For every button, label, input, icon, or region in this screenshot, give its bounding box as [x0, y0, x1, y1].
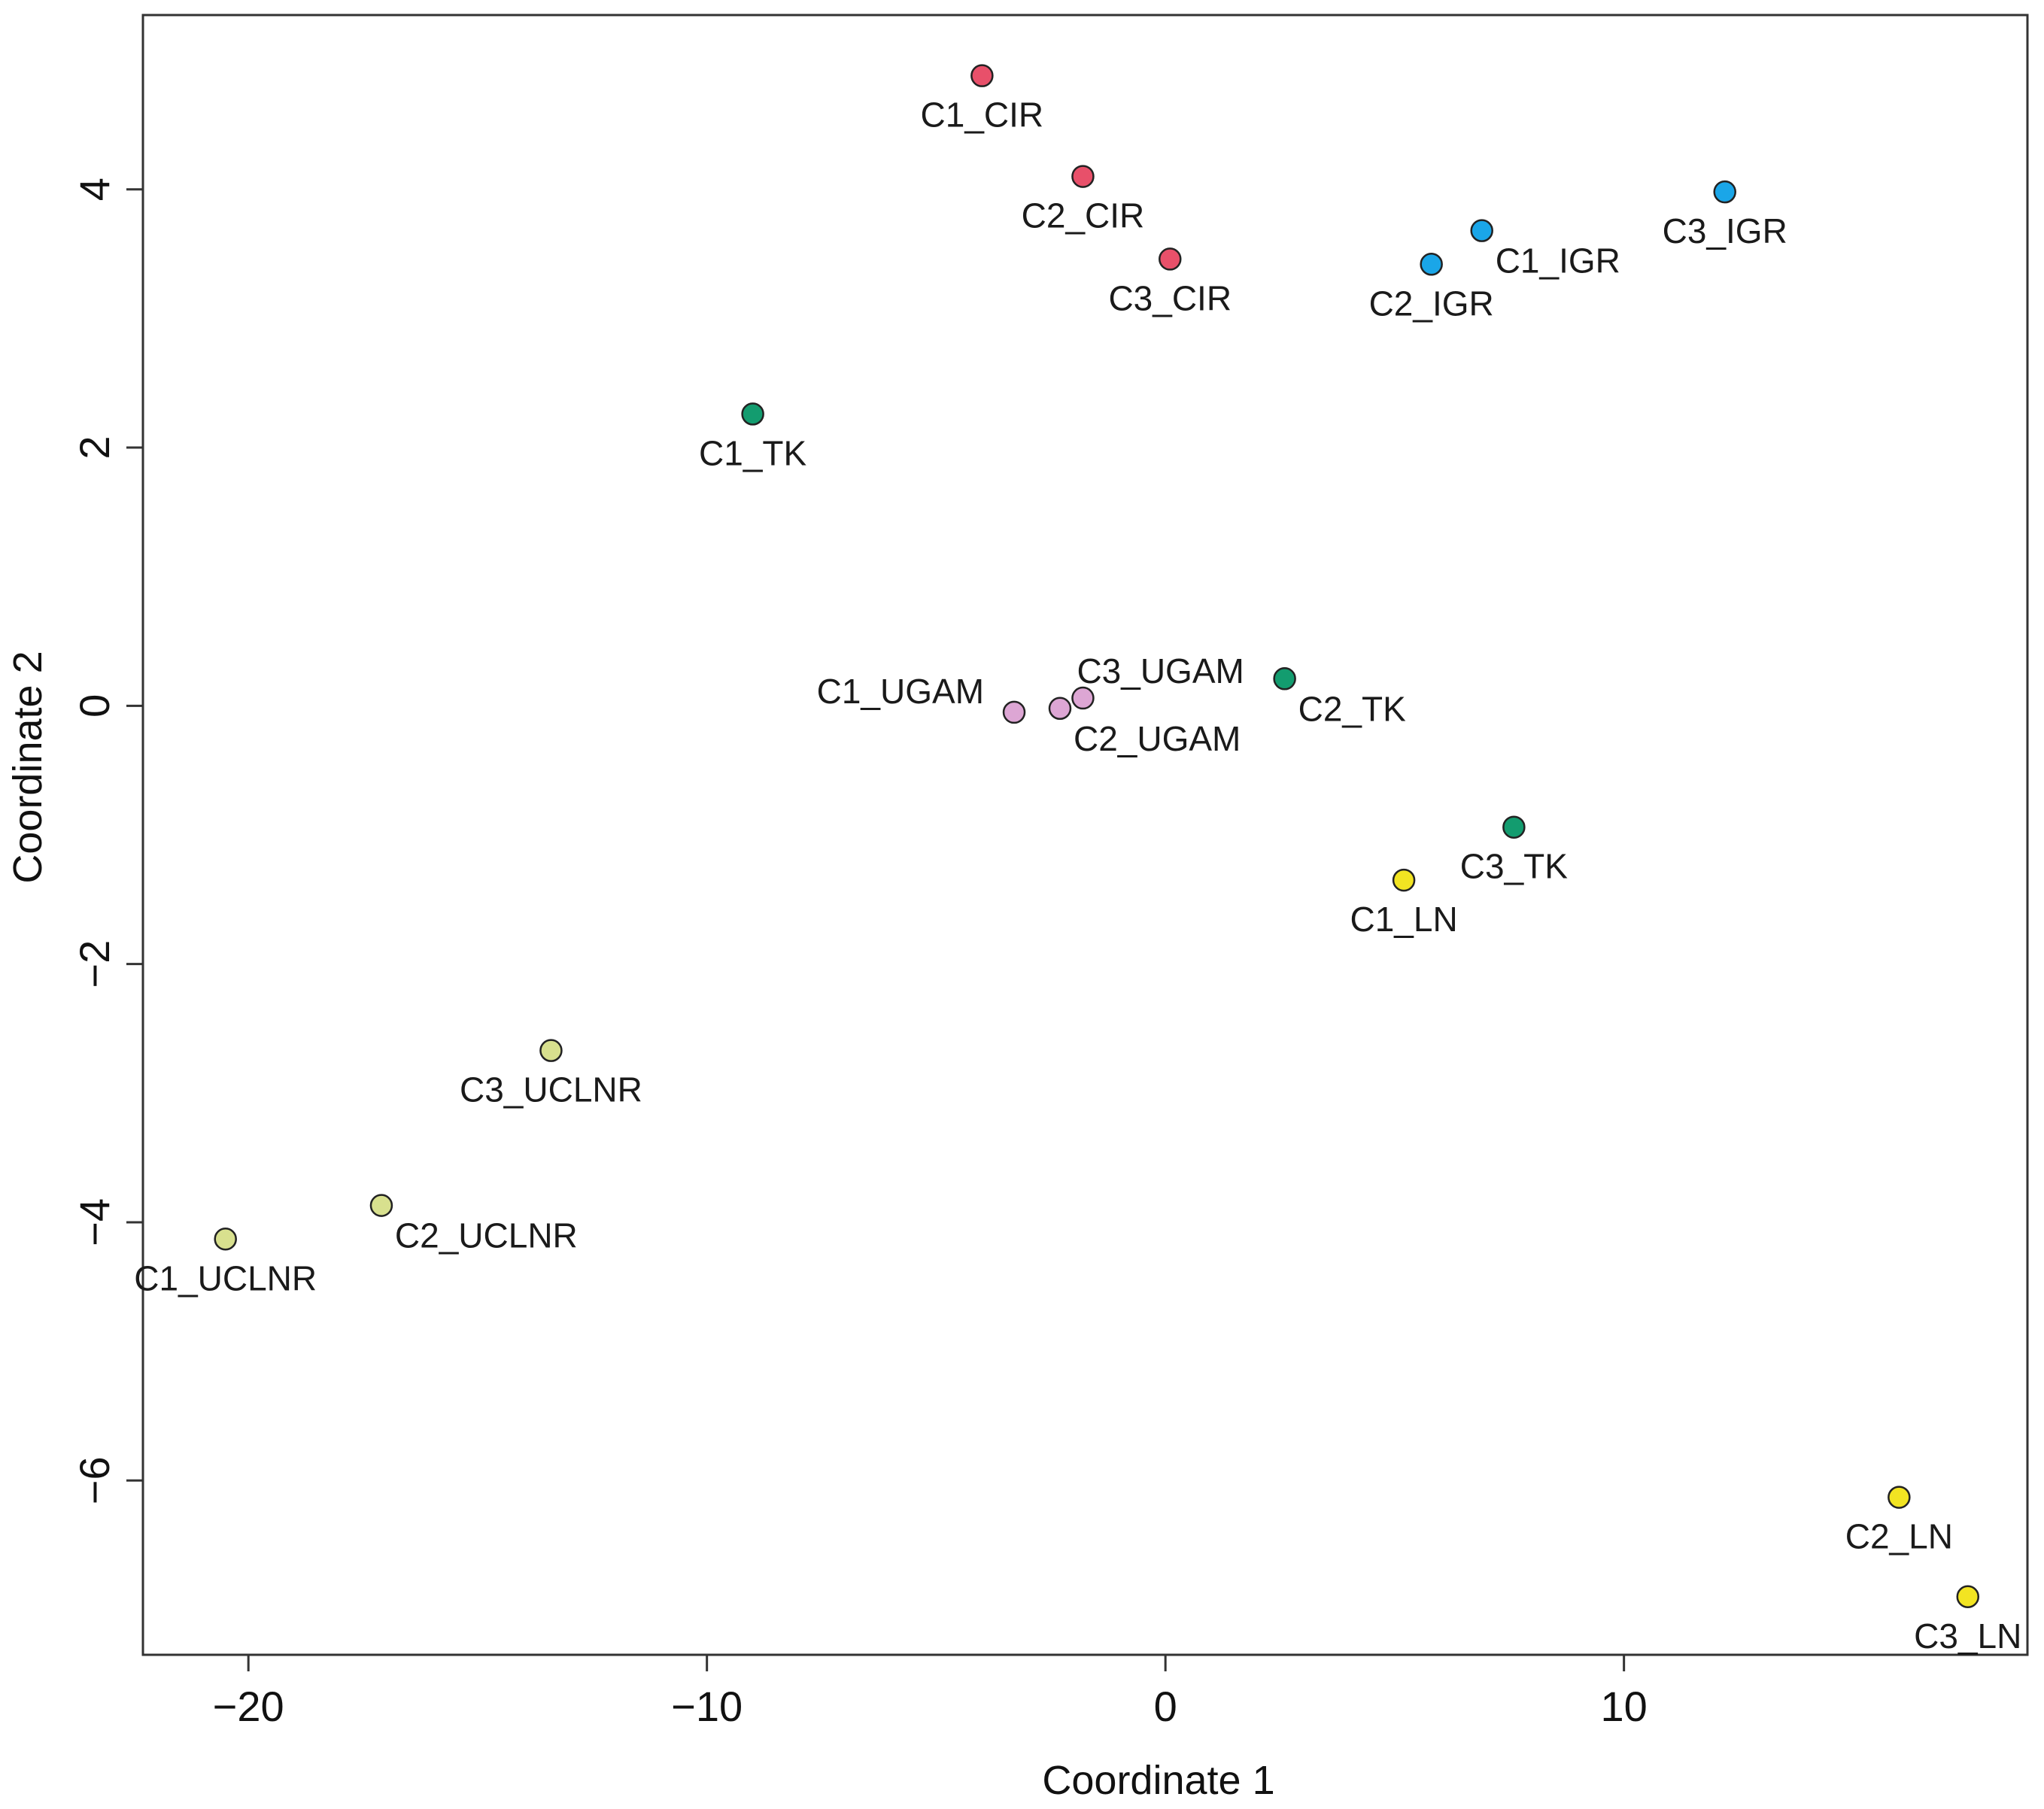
point-c1-ugam [1002, 700, 1026, 724]
x-tick-label: −10 [671, 1683, 743, 1730]
point-c2-tk [1273, 667, 1296, 691]
point-label: C3_UCLNR [460, 1070, 642, 1109]
point-label: C2_CIR [1022, 196, 1145, 235]
point-c3-cir [1159, 247, 1182, 271]
point-c3-uclnr [539, 1039, 563, 1062]
point-c2-cir [1071, 165, 1095, 188]
point-c3-ugam [1071, 686, 1095, 710]
plot-frame [141, 14, 2029, 1656]
point-label: C1_LN [1350, 900, 1457, 939]
y-tick-label: −6 [71, 1456, 118, 1504]
point-label: C3_IGR [1663, 211, 1787, 250]
x-tick-label: 10 [1601, 1683, 1648, 1730]
point-label: C2_LN [1845, 1517, 1953, 1556]
point-c1-igr [1470, 219, 1493, 242]
x-axis: −20 −10 0 10 [213, 1653, 1648, 1730]
y-tick-label: −2 [71, 940, 118, 988]
point-label: C2_IGR [1369, 284, 1494, 323]
point-label: C3_LN [1914, 1616, 2021, 1656]
point-label: C3_UGAM [1077, 651, 1244, 691]
point-c3-ln [1956, 1585, 1980, 1609]
point-c1-tk [741, 402, 764, 426]
point-label: C3_CIR [1108, 278, 1232, 317]
y-tick-label: −4 [71, 1198, 118, 1246]
y-tick-label: 2 [71, 436, 118, 459]
point-label: C1_TK [699, 433, 806, 472]
point-c2-ugam [1048, 697, 1072, 721]
point-c1-uclnr [214, 1228, 237, 1251]
point-c3-igr [1713, 180, 1736, 204]
point-c2-ln [1888, 1486, 1911, 1509]
point-c3-tk [1502, 815, 1526, 839]
y-tick-label: 0 [71, 694, 118, 718]
point-label: C1_IGR [1496, 241, 1620, 281]
point-label: C1_UGAM [817, 672, 984, 711]
x-tick-label: 0 [1154, 1683, 1177, 1730]
point-label: C2_UGAM [1074, 719, 1241, 758]
point-c1-ln [1392, 868, 1416, 892]
point-c2-igr [1420, 253, 1443, 276]
point-label: C2_UCLNR [395, 1216, 578, 1255]
point-label: C1_CIR [921, 96, 1044, 135]
point-label: C1_UCLNR [134, 1258, 317, 1298]
point-c1-cir [970, 64, 994, 87]
y-axis-title: Coordinate 2 [5, 651, 50, 883]
x-axis-title: Coordinate 1 [1042, 1758, 1274, 1803]
y-axis: −6 −4 −2 0 2 4 [71, 178, 144, 1504]
point-label: C3_TK [1460, 847, 1568, 886]
point-label: C2_TK [1298, 689, 1406, 728]
y-tick-label: 4 [71, 178, 118, 201]
x-tick-label: −20 [213, 1683, 284, 1730]
point-c2-uclnr [369, 1194, 393, 1217]
data-points [214, 64, 1980, 1609]
